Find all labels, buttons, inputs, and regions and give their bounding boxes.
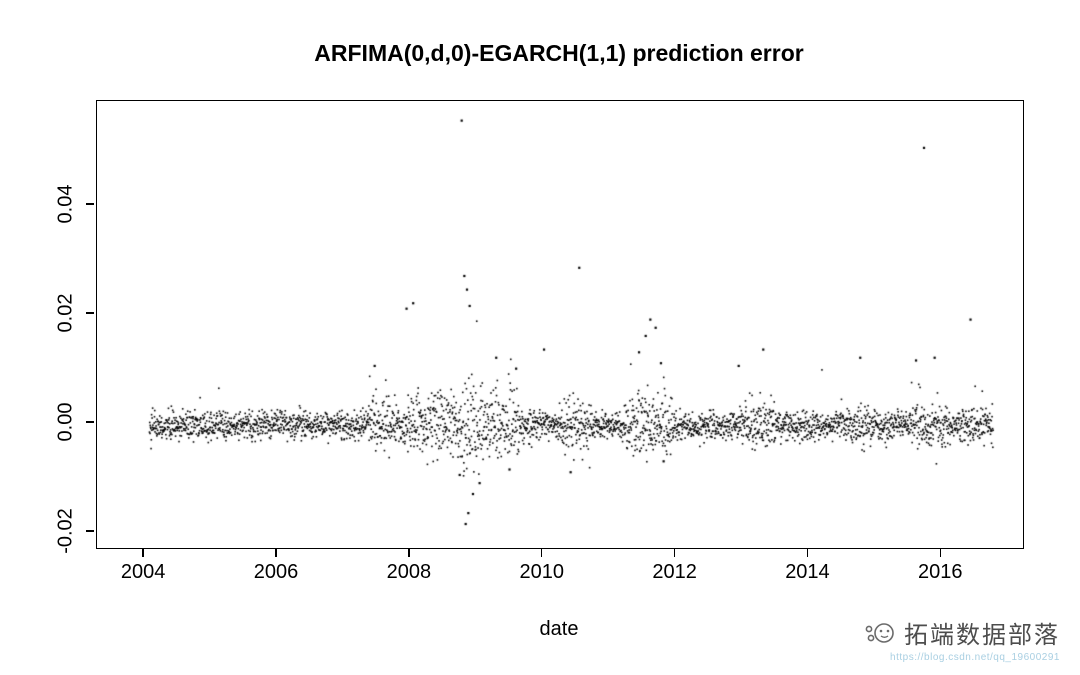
x-tick-label: 2016: [918, 561, 963, 583]
watermark-row: 拓端数据部落: [864, 615, 1060, 650]
y-tick-label: 0.04: [54, 184, 77, 224]
y-tick-mark: [86, 530, 94, 532]
y-tick-mark: [86, 421, 94, 423]
chart-title: ARFIMA(0,d,0)-EGARCH(1,1) prediction err…: [314, 40, 804, 66]
y-tick-label: 0.02: [54, 293, 77, 333]
x-tick-label: 2014: [785, 561, 830, 583]
x-tick-label: 2010: [519, 561, 564, 583]
y-tick-mark: [86, 203, 94, 205]
x-tick-mark: [142, 549, 144, 557]
x-tick-mark: [408, 549, 410, 557]
x-tick-label: 2006: [253, 561, 299, 583]
x-tick-mark: [806, 549, 809, 557]
scatter-canvas: [97, 101, 1023, 548]
x-tick-mark: [540, 549, 543, 557]
watermark-text: 拓端数据部落: [904, 622, 1060, 649]
x-tick-label: 2012: [652, 561, 697, 583]
x-tick-mark: [673, 549, 676, 557]
y-tick-label: 0.00: [54, 402, 77, 442]
y-tick-mark: [86, 312, 94, 314]
x-tick-mark: [939, 549, 942, 557]
x-tick-mark: [275, 549, 277, 557]
x-tick-label: 2008: [386, 561, 432, 583]
watermark-url: https://blog.csdn.net/qq_19600291: [890, 652, 1060, 663]
plot-area: [96, 100, 1024, 549]
y-tick-label: -0.02: [54, 508, 77, 554]
watermark-logo-icon: [865, 622, 894, 643]
x-axis-label: date: [539, 618, 579, 640]
watermark: 拓端数据部落 https://blog.csdn.net/qq_19600291: [864, 615, 1060, 663]
x-tick-label: 2004: [120, 561, 166, 583]
